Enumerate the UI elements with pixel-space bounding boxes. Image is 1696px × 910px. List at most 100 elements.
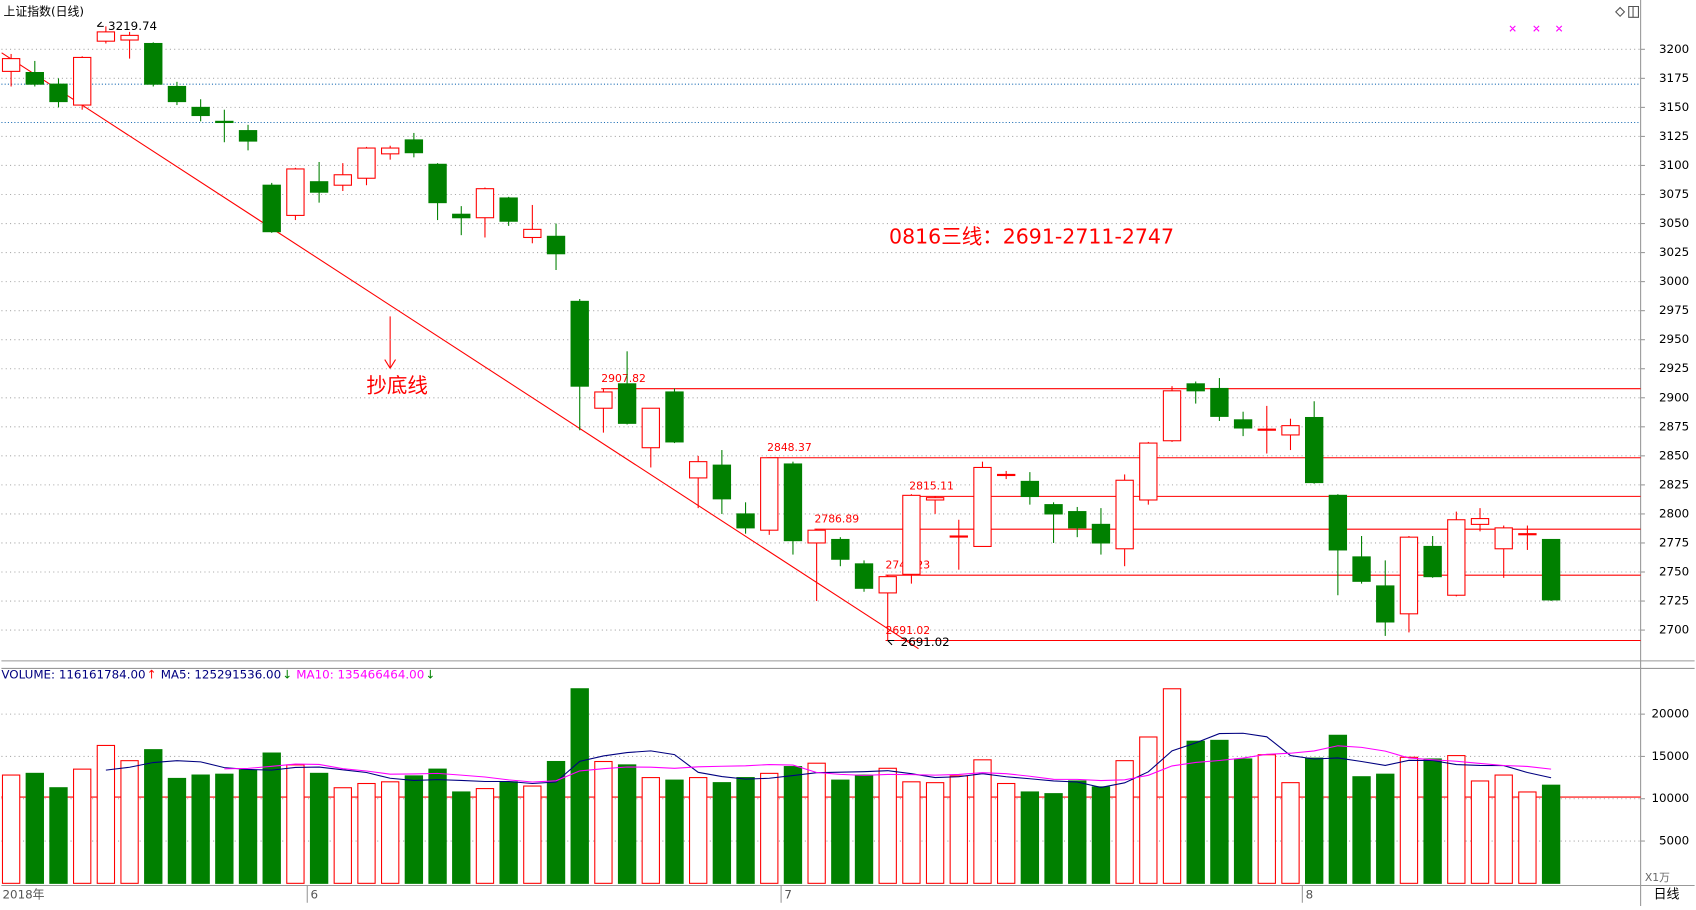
candle-body xyxy=(144,42,163,85)
window-icons[interactable] xyxy=(1615,5,1639,18)
support-label: 2691.02 xyxy=(886,624,931,637)
volume-bar xyxy=(949,775,968,884)
candle-body xyxy=(689,461,708,479)
volume-bar xyxy=(167,777,187,884)
trend-line xyxy=(1,52,919,650)
y-tick-label: 2975 xyxy=(1659,303,1689,317)
volume-bar xyxy=(357,782,376,884)
volume-bar xyxy=(973,759,992,884)
volume-bar xyxy=(783,766,803,884)
candle-body xyxy=(1044,504,1063,515)
y-tick-label: 2775 xyxy=(1659,535,1689,549)
high-label: 3219.74 xyxy=(108,19,157,33)
candle-body xyxy=(1115,479,1134,550)
volume-tick-label: 20000 xyxy=(1651,707,1689,721)
candle-body xyxy=(262,184,281,233)
volume-bar xyxy=(1233,758,1253,884)
period-label: 日线 xyxy=(1654,888,1680,903)
candle-body xyxy=(49,83,68,103)
candle-body xyxy=(1423,545,1442,578)
candle-body xyxy=(1233,419,1253,429)
candle-body xyxy=(1541,538,1561,601)
candle-body xyxy=(617,383,637,424)
ma10-line xyxy=(224,745,1552,783)
volume-bar xyxy=(689,777,708,884)
candle-body xyxy=(594,391,613,409)
low-marker xyxy=(887,639,895,646)
candle-body xyxy=(404,139,424,154)
volume-bar xyxy=(1304,757,1324,884)
candle-body xyxy=(357,147,376,179)
annotation: 0816三线：2691-2711-2747 xyxy=(889,225,1174,249)
candle-body xyxy=(1447,519,1466,596)
candle-body xyxy=(1328,494,1348,551)
high-marker xyxy=(96,21,104,27)
volume-bar xyxy=(1091,786,1111,884)
volume-bar xyxy=(1139,736,1158,884)
candle-body xyxy=(1257,428,1276,431)
candle-body xyxy=(1091,523,1111,544)
volume-bar xyxy=(831,779,850,884)
support-label: 2786.89 xyxy=(814,512,859,525)
volume-bar xyxy=(1,774,21,884)
candle-body xyxy=(641,407,660,449)
y-tick-label: 2825 xyxy=(1659,477,1689,491)
legend-arrow: ↑ xyxy=(147,667,157,681)
low-label: 2691.02 xyxy=(901,635,950,649)
volume-bar xyxy=(238,769,258,884)
volume-bar xyxy=(191,774,210,884)
volume-bar xyxy=(1470,780,1490,884)
candle-body xyxy=(1139,442,1158,501)
toolbar-marks xyxy=(1509,25,1563,32)
y-tick-label: 2875 xyxy=(1659,419,1689,433)
volume-bar xyxy=(807,762,826,884)
y-tick-label: 3000 xyxy=(1659,274,1689,288)
volume-bar xyxy=(1257,754,1276,884)
candle-body xyxy=(120,34,139,41)
volume-tick-label: 15000 xyxy=(1651,749,1689,763)
candle-body xyxy=(73,56,92,106)
volume-bar xyxy=(1115,760,1134,884)
volume-bar xyxy=(665,779,684,884)
y-tick-label: 3150 xyxy=(1659,100,1689,114)
y-tick-label: 2700 xyxy=(1659,623,1689,637)
candle-body xyxy=(1494,527,1513,550)
candle-body xyxy=(996,473,1016,477)
y-tick-label: 3125 xyxy=(1659,129,1689,143)
volume-bar xyxy=(1068,780,1087,884)
candle-body xyxy=(1518,533,1537,536)
volume-bar xyxy=(1423,758,1442,884)
volume-bar xyxy=(760,772,779,884)
y-tick-label: 3175 xyxy=(1659,71,1689,85)
legend-entry: VOLUME: 116161784.00 xyxy=(1,667,145,681)
candle-body xyxy=(973,466,992,547)
y-tick-label: 3025 xyxy=(1659,245,1689,259)
volume-bar xyxy=(1210,739,1229,884)
volume-bar xyxy=(925,782,945,884)
legend-entry: MA5: 125291536.00 xyxy=(161,667,281,681)
y-tick-label: 2900 xyxy=(1659,390,1689,404)
candle-body xyxy=(1,58,21,72)
candle-body xyxy=(309,181,329,193)
candle-body xyxy=(1210,387,1229,417)
ma5-line xyxy=(105,732,1552,788)
chart-title: 上证指数(日线) xyxy=(4,4,84,18)
candle-body xyxy=(736,513,755,529)
candle-body xyxy=(570,300,589,387)
volume-bar xyxy=(333,787,352,884)
volume-bar xyxy=(120,760,139,884)
y-tick-label: 2725 xyxy=(1659,594,1689,608)
candle-body xyxy=(428,163,447,204)
volume-bar xyxy=(1020,791,1040,884)
volume-bar xyxy=(712,782,732,884)
y-tick-label: 3100 xyxy=(1659,158,1689,172)
volume-bar xyxy=(594,760,613,884)
candle-body xyxy=(96,31,116,42)
candle-body xyxy=(215,120,234,124)
volume-bar xyxy=(736,777,755,884)
volume-bar xyxy=(404,775,424,884)
candle-body xyxy=(1162,390,1182,442)
volume-bar xyxy=(641,777,660,884)
